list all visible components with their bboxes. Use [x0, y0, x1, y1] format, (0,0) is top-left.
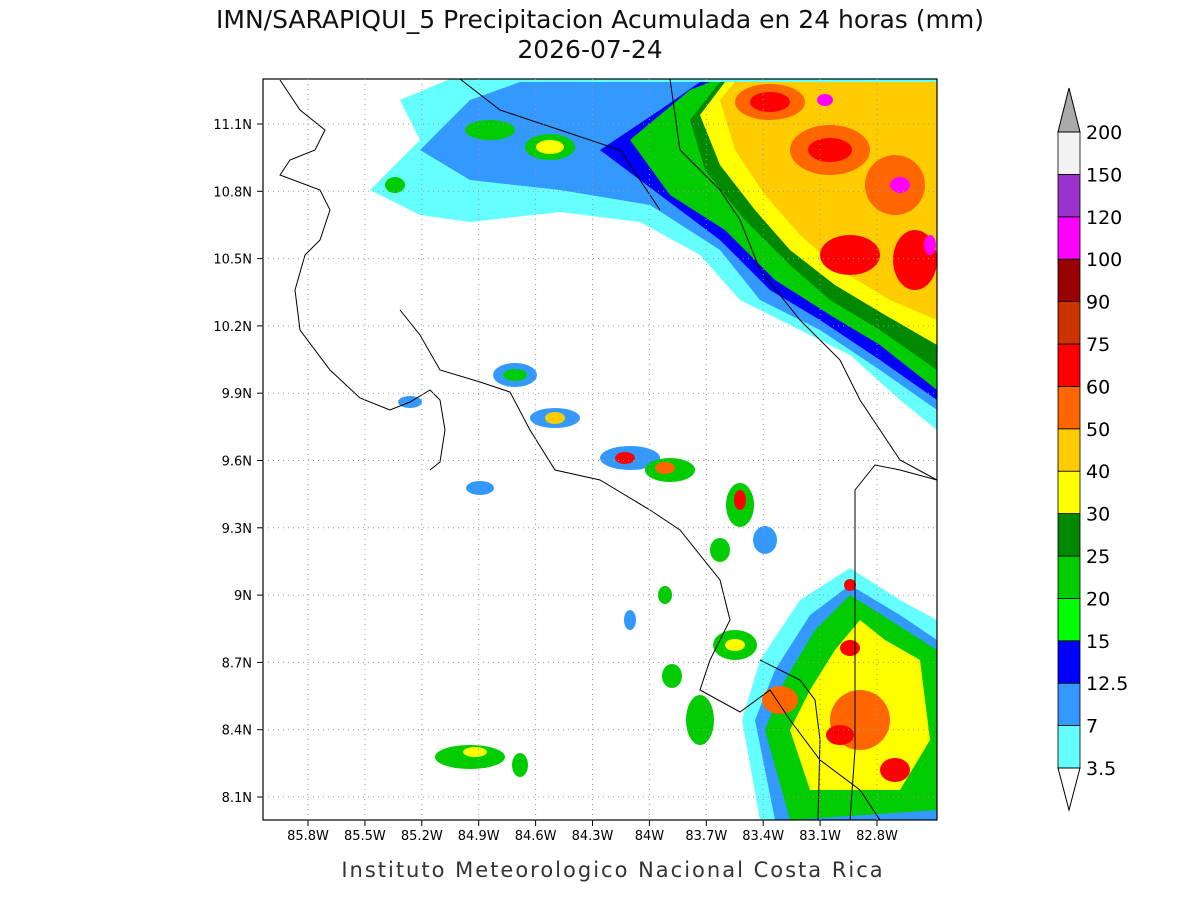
x-tick-label: 84W [635, 829, 665, 844]
colorbar-label: 20 [1086, 588, 1110, 610]
map-frame [262, 78, 938, 821]
x-tick-label: 82.8W [856, 829, 898, 844]
colorbar-label: 60 [1086, 376, 1110, 398]
colorbar-label: 12.5 [1086, 673, 1128, 695]
y-tick-label: 8.1N [222, 791, 252, 806]
colorbar-label: 3.5 [1086, 758, 1116, 780]
precip-field [279, 79, 937, 820]
colorbar-label: 75 [1086, 334, 1110, 356]
colorbar-bin [1057, 725, 1081, 769]
y-tick-label: 9N [234, 589, 252, 604]
colorbar-bin [1057, 173, 1081, 218]
y-tick-label: 10.8N [213, 185, 252, 200]
scattered-cells [398, 363, 777, 777]
colorbar-label: 90 [1086, 292, 1110, 314]
subtitle: 2026-07-24 [517, 35, 662, 64]
colorbar-under [1057, 767, 1081, 812]
y-tick-label: 8.4N [222, 724, 252, 739]
x-tick-label: 84.6W [515, 829, 557, 844]
colorbar-label: 15 [1086, 631, 1110, 653]
colorbar-label: 50 [1086, 419, 1110, 441]
x-tick-label: 83.1W [799, 829, 841, 844]
x-tick-label: 83.7W [685, 829, 727, 844]
y-tick-label: 9.3N [222, 522, 252, 537]
colorbar-bin [1057, 343, 1081, 387]
colorbar-label: 30 [1086, 504, 1110, 526]
y-tick-label: 10.2N [213, 320, 252, 335]
colorbar-label: 25 [1086, 546, 1110, 568]
y-tick-label: 10.5N [213, 253, 252, 268]
colorbar-label: 120 [1086, 207, 1122, 229]
colorbar-bin [1057, 301, 1081, 345]
colorbar-label: 100 [1086, 249, 1122, 271]
colorbar-bin [1057, 428, 1081, 472]
colorbar-label: 7 [1086, 716, 1098, 738]
colorbar-bin [1057, 258, 1081, 303]
x-tick-label: 85.2W [401, 829, 443, 844]
colorbar-bin [1057, 470, 1081, 515]
colorbar-bin [1057, 216, 1081, 260]
colorbar-bin [1057, 385, 1081, 430]
x-tick-label: 84.9W [458, 829, 500, 844]
x-tick-label: 85.5W [344, 829, 386, 844]
y-tick-label: 9.6N [222, 455, 252, 470]
colorbar-label: 200 [1086, 122, 1122, 144]
colorbar-bin [1057, 640, 1081, 684]
coastlines [279, 79, 937, 820]
x-tick-label: 84.3W [572, 829, 614, 844]
colorbar-bin [1057, 682, 1081, 727]
title: IMN/SARAPIQUI_5 Precipitacion Acumulada … [216, 5, 984, 34]
colorbar-over [1057, 87, 1081, 133]
y-tick-label: 9.9N [222, 387, 252, 402]
y-tick-label: 11.1N [213, 118, 252, 133]
x-tick-label: 85.8W [287, 829, 329, 844]
colorbar-label: 40 [1086, 461, 1110, 483]
colorbar-bin [1057, 131, 1081, 175]
colorbar-label: 150 [1086, 164, 1122, 186]
y-tick-label: 8.7N [222, 656, 252, 671]
footer: Instituto Meteorologico Nacional Costa R… [341, 858, 884, 882]
x-tick-label: 83.4W [742, 829, 784, 844]
colorbar-bin [1057, 555, 1081, 599]
colorbar-bin [1057, 598, 1081, 642]
colorbar-bin [1057, 513, 1081, 557]
